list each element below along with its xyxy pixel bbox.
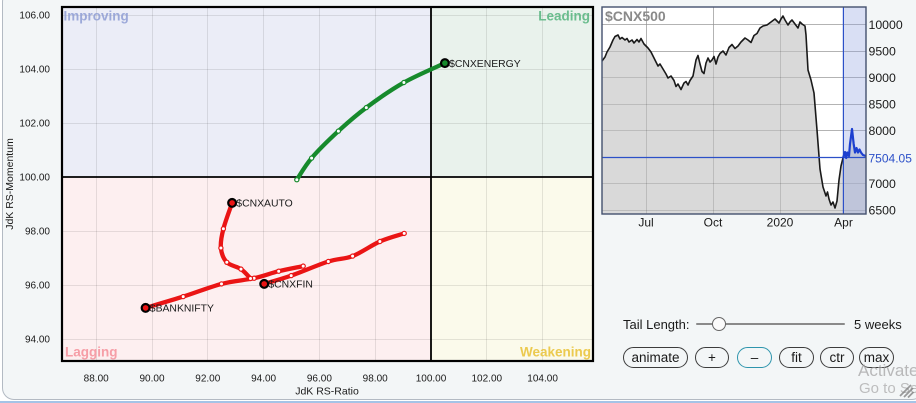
svg-text:96.00: 96.00 <box>307 373 332 384</box>
svg-text:102.00: 102.00 <box>472 373 503 384</box>
svg-text:Lagging: Lagging <box>65 345 118 360</box>
svg-text:7000: 7000 <box>869 177 897 191</box>
svg-text:9500: 9500 <box>869 44 897 58</box>
svg-text:$CNXENERGY: $CNXENERGY <box>449 59 521 70</box>
svg-text:106.00: 106.00 <box>19 11 50 22</box>
svg-text:Improving: Improving <box>64 9 129 24</box>
svg-text:100.00: 100.00 <box>416 373 447 384</box>
svg-text:90.00: 90.00 <box>139 373 164 384</box>
svg-text:$BANKNIFTY: $BANKNIFTY <box>150 304 214 315</box>
svg-text:$CNXAUTO: $CNXAUTO <box>236 199 292 210</box>
svg-text:104.00: 104.00 <box>19 65 50 76</box>
svg-text:Oct: Oct <box>704 216 723 230</box>
svg-text:Jul: Jul <box>638 216 653 230</box>
svg-text:6500: 6500 <box>869 203 897 217</box>
svg-text:102.00: 102.00 <box>19 119 50 130</box>
svg-text:88.00: 88.00 <box>84 373 109 384</box>
svg-text:7504.05: 7504.05 <box>869 152 913 166</box>
svg-text:Leading: Leading <box>538 9 590 24</box>
svg-text:100.00: 100.00 <box>19 173 50 184</box>
svg-text:92.00: 92.00 <box>195 373 220 384</box>
svg-text:8000: 8000 <box>869 124 897 138</box>
svg-text:104.00: 104.00 <box>527 373 558 384</box>
svg-text:98.00: 98.00 <box>363 373 388 384</box>
svg-text:Weakening: Weakening <box>520 345 591 360</box>
svg-text:96.00: 96.00 <box>25 281 50 292</box>
svg-text:9000: 9000 <box>869 71 897 85</box>
svg-text:$CNX500: $CNX500 <box>605 8 666 24</box>
svg-text:2020: 2020 <box>767 216 794 230</box>
svg-text:JdK RS-Momentum: JdK RS-Momentum <box>4 138 16 230</box>
svg-text:Apr: Apr <box>834 216 853 230</box>
svg-text:JdK RS-Ratio: JdK RS-Ratio <box>295 386 359 398</box>
svg-text:10000: 10000 <box>869 18 903 32</box>
svg-text:94.00: 94.00 <box>251 373 276 384</box>
svg-text:8500: 8500 <box>869 97 897 111</box>
svg-text:$CNXFIN: $CNXFIN <box>268 280 312 291</box>
svg-text:98.00: 98.00 <box>25 227 50 238</box>
svg-text:94.00: 94.00 <box>25 335 50 346</box>
